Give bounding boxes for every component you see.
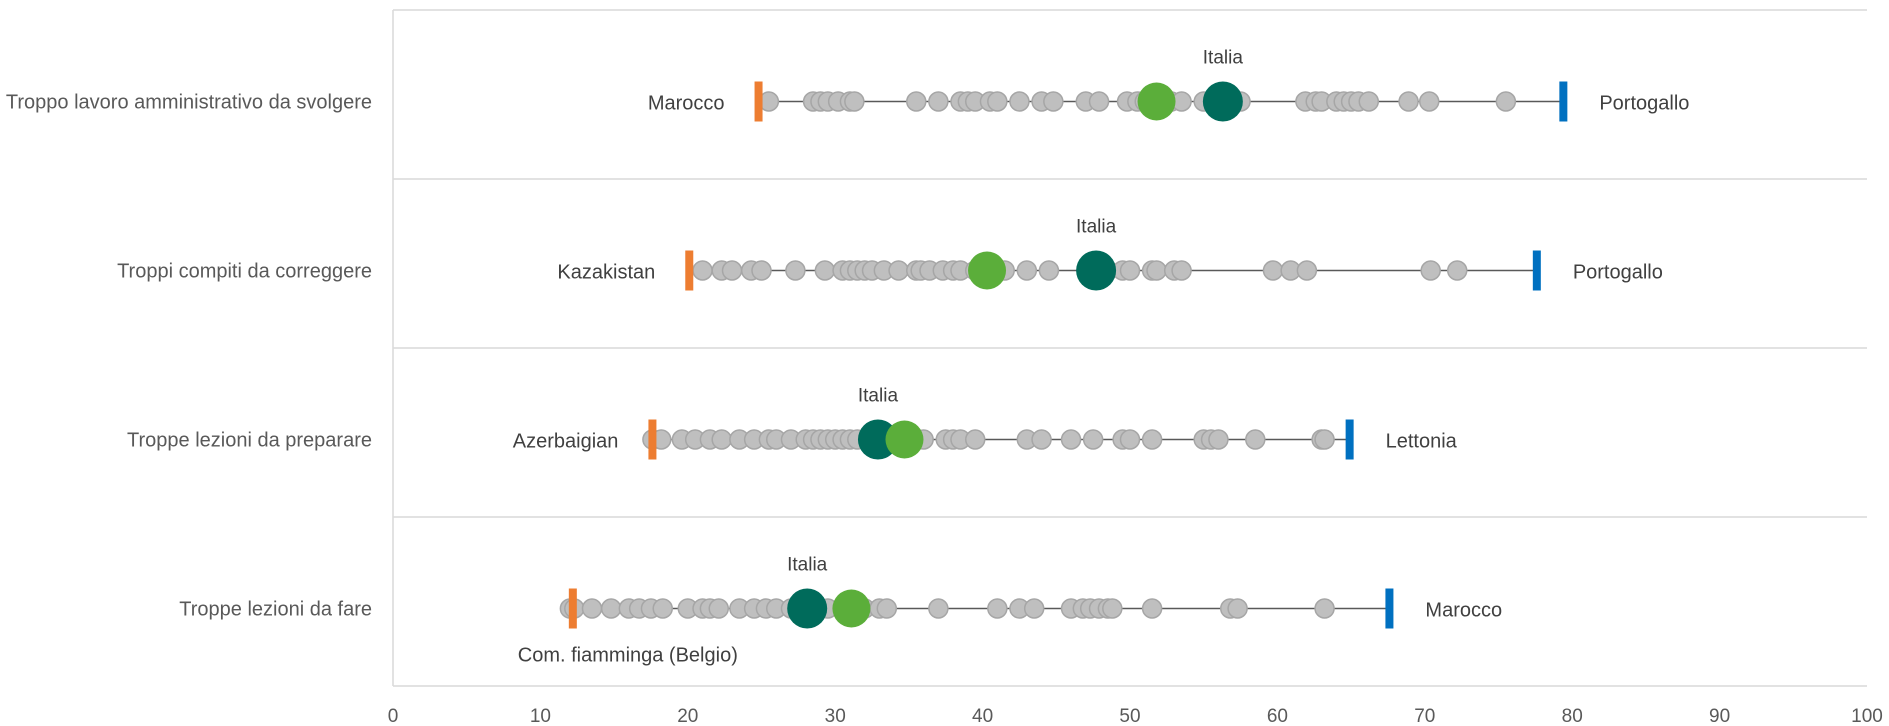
country-point: [844, 91, 865, 112]
max-marker: [1559, 81, 1568, 122]
category-label: Troppe lezioni da fare: [179, 599, 372, 621]
country-point: [785, 260, 806, 281]
x-tick-label: 40: [972, 706, 993, 726]
country-point: [1245, 429, 1266, 450]
x-tick-label: 90: [1709, 706, 1730, 726]
italia-label: Italia: [858, 386, 899, 407]
italia-point: [787, 588, 828, 629]
country-point: [1296, 260, 1318, 281]
country-point: [964, 429, 986, 450]
min-marker: [754, 81, 763, 122]
max-country-label: Portogallo: [1573, 262, 1663, 284]
italia-point: [1202, 81, 1243, 122]
country-point: [708, 598, 730, 619]
x-tick-label: 60: [1267, 706, 1288, 726]
x-tick-label: 0: [388, 706, 399, 726]
country-point: [1023, 598, 1045, 619]
max-country-label: Lettonia: [1386, 431, 1458, 453]
category-label: Troppo lavoro amministrativo da svolgere: [6, 92, 372, 114]
max-country-label: Marocco: [1425, 600, 1502, 622]
min-marker: [648, 419, 657, 460]
italia-point: [857, 419, 898, 460]
italia-label: Italia: [1076, 217, 1117, 238]
country-point: [1227, 598, 1248, 619]
max-marker: [1345, 419, 1354, 460]
italia-label: Italia: [787, 555, 828, 576]
country-point: [1102, 598, 1123, 619]
country-point: [721, 260, 743, 281]
category-label: Troppe lezioni da preparare: [127, 430, 372, 452]
average-point: [832, 589, 871, 628]
country-point: [1082, 429, 1104, 450]
country-point: [1418, 91, 1440, 112]
country-point: [1208, 429, 1229, 450]
country-point: [987, 598, 1008, 619]
country-point: [1446, 260, 1468, 281]
country-point: [987, 91, 1008, 112]
country-point: [814, 260, 836, 281]
country-point: [1016, 260, 1038, 281]
country-point: [1088, 91, 1110, 112]
country-point: [1060, 429, 1082, 450]
average-point: [968, 251, 1007, 290]
x-tick-label: 70: [1414, 706, 1435, 726]
country-point: [888, 260, 909, 281]
country-point: [1119, 260, 1141, 281]
min-country-label: Azerbaigian: [513, 431, 619, 453]
min-marker: [568, 588, 577, 629]
country-point: [1314, 429, 1335, 450]
country-point: [581, 598, 603, 619]
max-marker: [1385, 588, 1394, 629]
min-country-label: Kazakistan: [557, 262, 655, 284]
country-point: [1495, 91, 1517, 112]
country-point: [1141, 429, 1163, 450]
country-point: [1031, 429, 1052, 450]
italia-point: [1076, 250, 1117, 291]
average-point: [885, 420, 924, 459]
x-tick-label: 50: [1119, 706, 1140, 726]
country-point: [751, 260, 772, 281]
max-country-label: Portogallo: [1599, 93, 1689, 115]
country-point: [1262, 260, 1284, 281]
max-marker: [1532, 250, 1541, 291]
min-marker: [685, 250, 694, 291]
country-point: [711, 429, 732, 450]
country-point: [1420, 260, 1441, 281]
country-point: [1009, 91, 1030, 112]
country-point: [1146, 260, 1167, 281]
country-point: [1119, 429, 1141, 450]
country-point: [906, 91, 927, 112]
country-point: [876, 598, 898, 619]
country-point: [928, 91, 949, 112]
country-point: [1038, 260, 1060, 281]
country-point: [1043, 91, 1064, 112]
x-tick-label: 30: [825, 706, 846, 726]
country-point: [1358, 91, 1380, 112]
country-point: [1141, 598, 1163, 619]
min-country-label: Marocco: [648, 93, 725, 115]
country-point: [1171, 260, 1192, 281]
country-point: [928, 598, 949, 619]
country-point: [652, 598, 673, 619]
category-label: Troppi compiti da correggere: [117, 261, 372, 283]
average-point: [1137, 82, 1176, 121]
country-point: [600, 598, 622, 619]
x-tick-label: 80: [1562, 706, 1583, 726]
country-point: [692, 260, 713, 281]
country-point: [1398, 91, 1419, 112]
x-tick-label: 20: [677, 706, 698, 726]
x-tick-label: 100: [1851, 706, 1883, 726]
x-tick-label: 10: [530, 706, 551, 726]
min-country-label: Com. fiamminga (Belgio): [518, 645, 738, 667]
country-point: [1314, 598, 1335, 619]
italia-label: Italia: [1203, 48, 1244, 69]
